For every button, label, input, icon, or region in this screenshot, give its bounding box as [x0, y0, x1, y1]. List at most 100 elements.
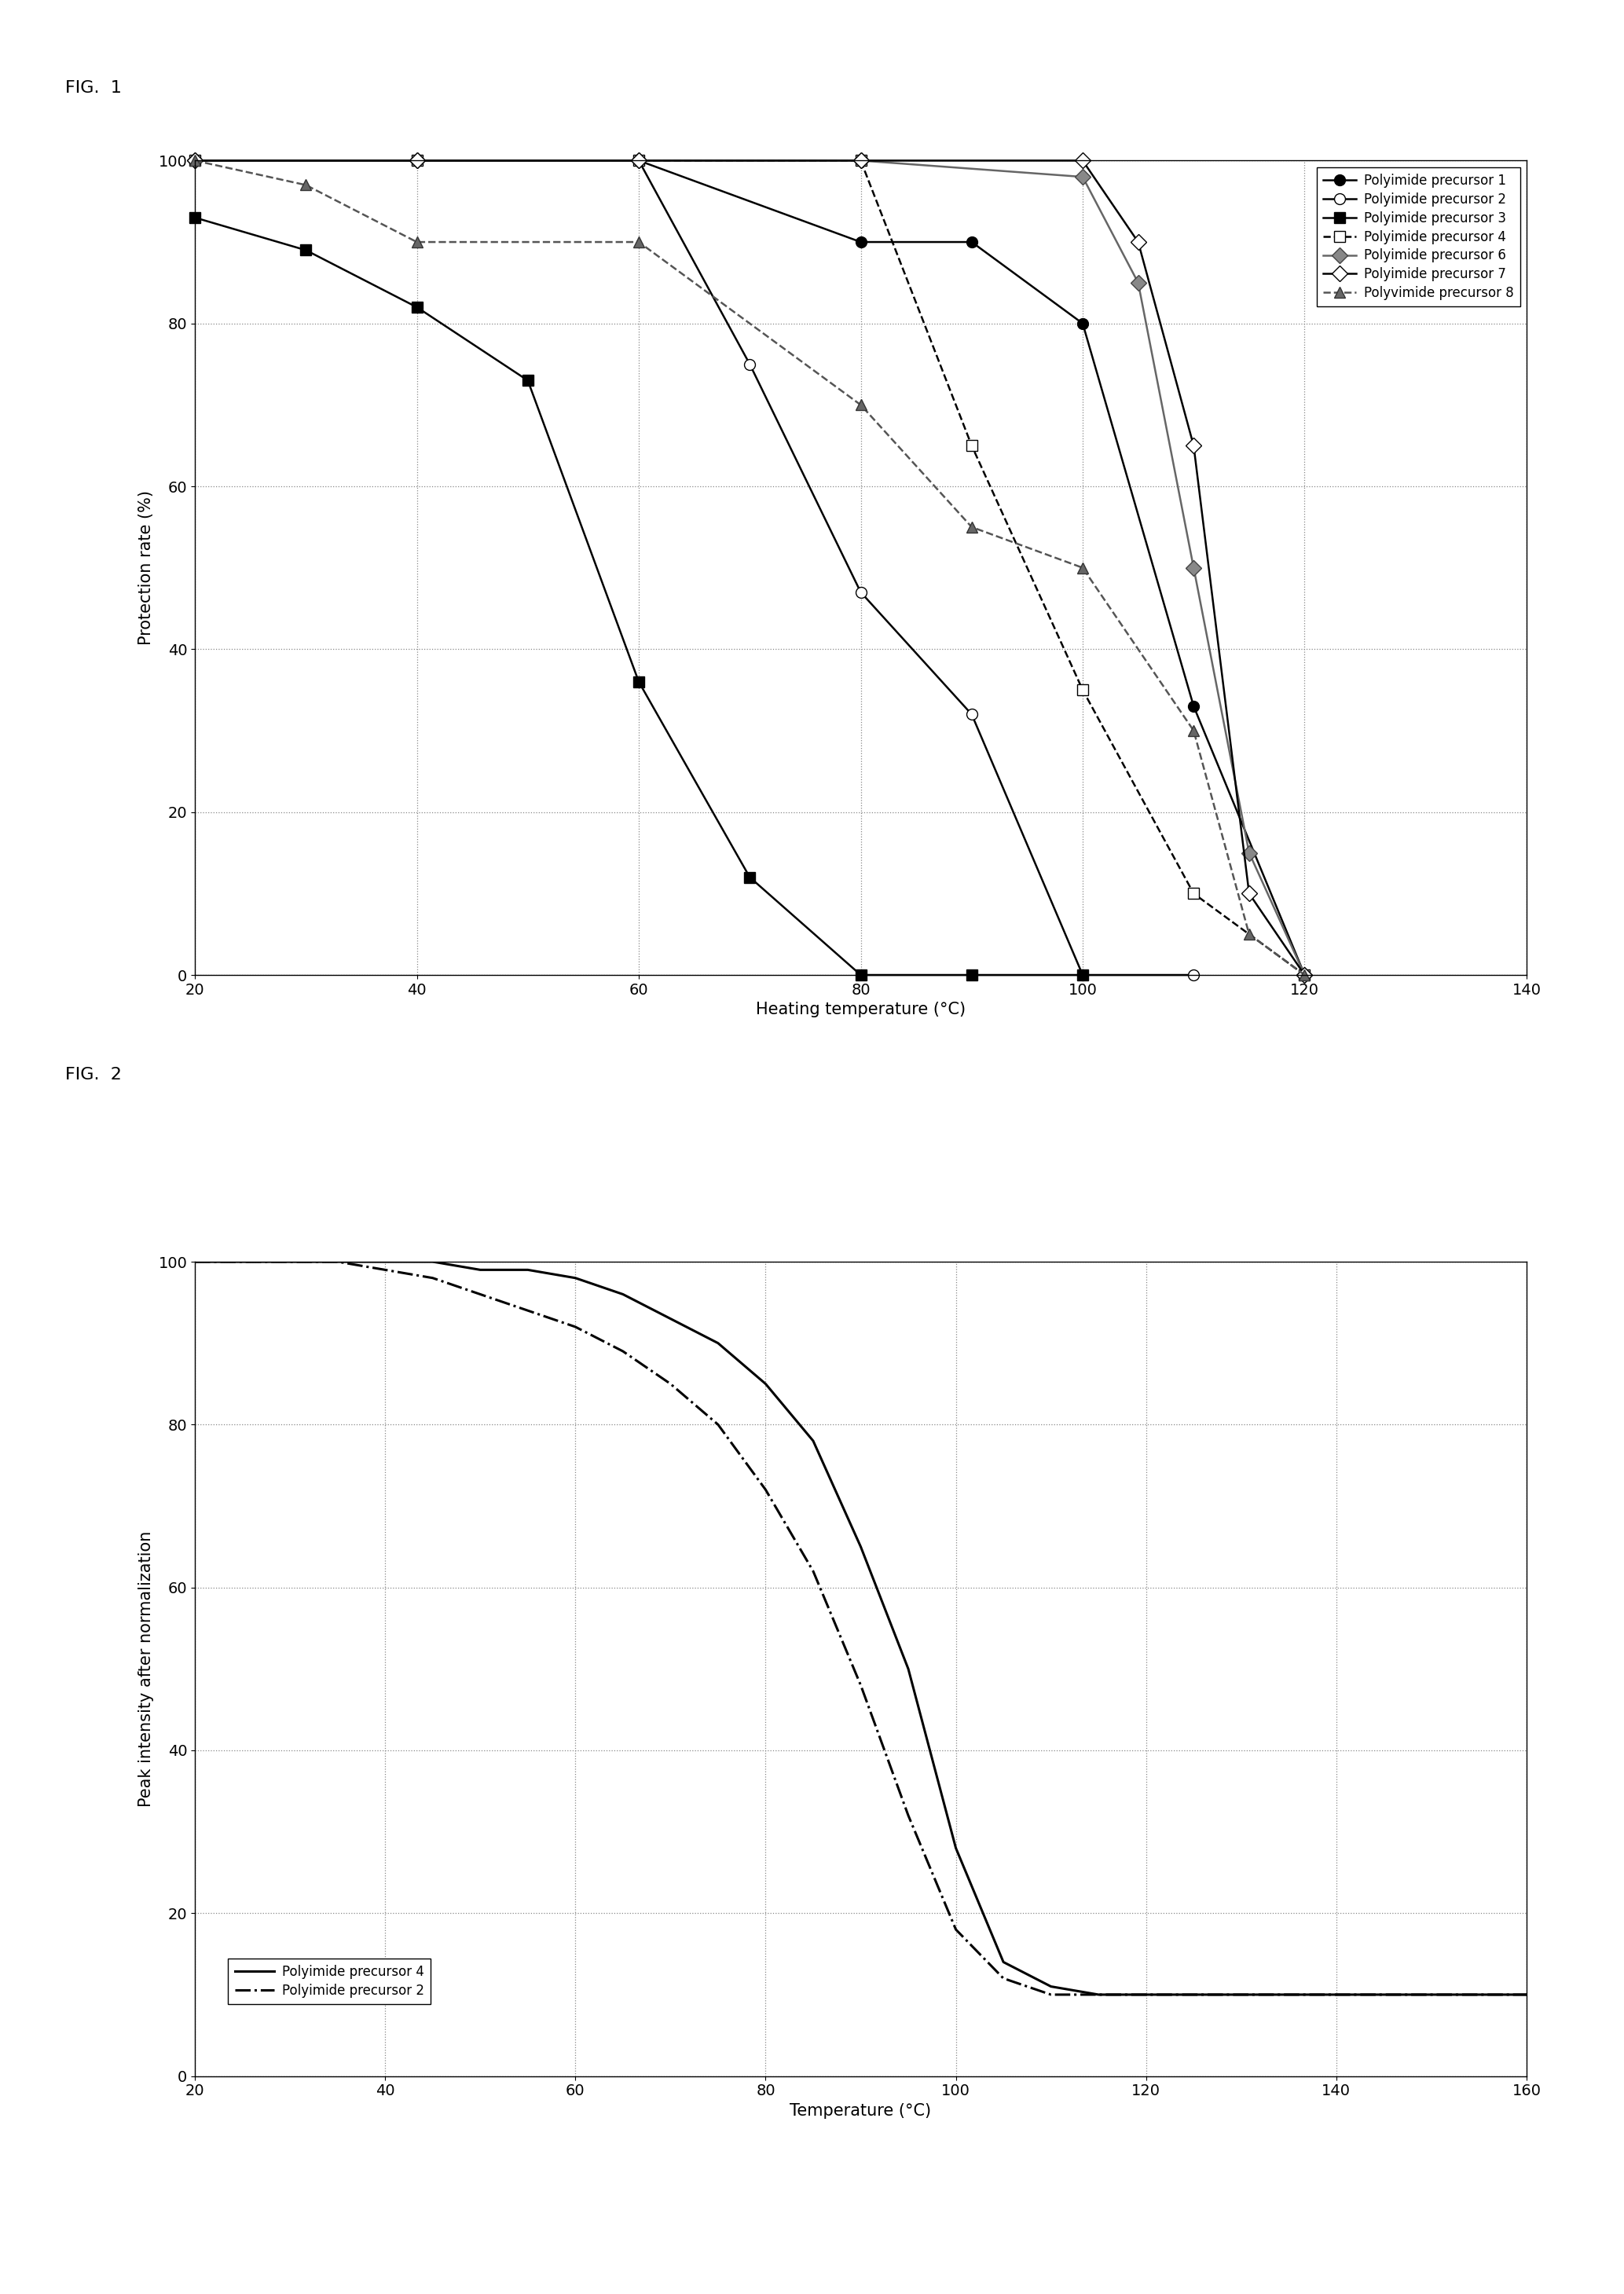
Polyimide precursor 6 — [1073, 163, 1093, 190]
Polyimide precursor 2 — [947, 1915, 966, 1943]
Polyimide precursor 2 — [1073, 961, 1093, 989]
Polyimide precursor 2 — [614, 1337, 633, 1365]
Polyimide precursor 3 — [851, 961, 870, 989]
Polyvimide precursor 8 — [851, 390, 870, 418]
Polyimide precursor 2 — [375, 1257, 395, 1285]
Line: Polyimide precursor 1: Polyimide precursor 1 — [190, 156, 1311, 980]
Polyimide precursor 2 — [804, 1558, 823, 1585]
Polyimide precursor 1 — [961, 227, 981, 255]
X-axis label: Heating temperature (°C): Heating temperature (°C) — [755, 1002, 966, 1019]
Line: Polyimide precursor 4: Polyimide precursor 4 — [195, 1262, 1527, 1996]
Polyimide precursor 3 — [296, 236, 315, 264]
Polyimide precursor 4 — [1137, 1982, 1156, 2010]
Polyvimide precursor 8 — [1294, 961, 1314, 989]
Polyimide precursor 7 — [1294, 961, 1314, 989]
Polyvimide precursor 8 — [961, 514, 981, 541]
Polyimide precursor 1 — [408, 147, 427, 174]
Polyimide precursor 2 — [1327, 1982, 1346, 2010]
Polyimide precursor 2 — [1088, 1982, 1108, 2010]
Text: FIG.  1: FIG. 1 — [65, 80, 122, 96]
Line: Polyimide precursor 7: Polyimide precursor 7 — [190, 156, 1311, 980]
Polyimide precursor 4 — [565, 1264, 585, 1292]
Polyimide precursor 3 — [518, 367, 538, 395]
Polyimide precursor 4 — [947, 1835, 966, 1863]
Polyimide precursor 2 — [851, 1672, 870, 1700]
Polyimide precursor 2 — [628, 147, 648, 174]
Polyimide precursor 4 — [375, 1248, 395, 1275]
Polyvimide precursor 8 — [1239, 920, 1259, 947]
Polyimide precursor 1 — [1073, 310, 1093, 337]
Line: Polyvimide precursor 8: Polyvimide precursor 8 — [190, 156, 1311, 980]
Polyimide precursor 4 — [661, 1305, 680, 1333]
Polyimide precursor 4 — [1231, 1982, 1250, 2010]
Polyimide precursor 2 — [1517, 1982, 1536, 2010]
Polyimide precursor 1 — [1184, 693, 1203, 720]
Polyimide precursor 3 — [628, 668, 648, 695]
Polyimide precursor 4 — [851, 1532, 870, 1560]
Polyimide precursor 2 — [898, 1801, 918, 1828]
Polyimide precursor 4 — [1294, 961, 1314, 989]
Polyimide precursor 2 — [741, 351, 760, 379]
Polyimide precursor 6 — [628, 147, 648, 174]
Polyimide precursor 2 — [1231, 1982, 1250, 2010]
Y-axis label: Protection rate (%): Protection rate (%) — [138, 491, 154, 645]
Polyimide precursor 4 — [628, 147, 648, 174]
Polyimide precursor 2 — [961, 700, 981, 727]
Legend: Polyimide precursor 4, Polyimide precursor 2: Polyimide precursor 4, Polyimide precurs… — [227, 1959, 430, 2005]
Polyimide precursor 4 — [185, 147, 205, 174]
Polyimide precursor 6 — [851, 147, 870, 174]
Polyimide precursor 6 — [1129, 268, 1148, 296]
Polyimide precursor 2 — [185, 147, 205, 174]
Polyimide precursor 3 — [741, 863, 760, 890]
Polyimide precursor 4 — [708, 1331, 728, 1358]
Polyimide precursor 2 — [471, 1280, 490, 1308]
Polyimide precursor 2 — [185, 1248, 205, 1275]
Polyimide precursor 4 — [898, 1656, 918, 1684]
Polyimide precursor 7 — [1073, 147, 1093, 174]
Polyimide precursor 2 — [851, 578, 870, 606]
X-axis label: Temperature (°C): Temperature (°C) — [789, 2104, 932, 2120]
Polyimide precursor 2 — [408, 147, 427, 174]
Polyimide precursor 4 — [1421, 1982, 1440, 2010]
Polyimide precursor 2 — [661, 1370, 680, 1397]
Polyimide precursor 1 — [851, 227, 870, 255]
Polyvimide precursor 8 — [628, 227, 648, 255]
Polyimide precursor 7 — [185, 147, 205, 174]
Polyimide precursor 4 — [994, 1948, 1013, 1975]
Polyimide precursor 4 — [185, 1248, 205, 1275]
Polyimide precursor 6 — [1184, 555, 1203, 583]
Polyimide precursor 7 — [1239, 881, 1259, 908]
Polyimide precursor 7 — [1184, 431, 1203, 459]
Polyimide precursor 3 — [961, 961, 981, 989]
Polyimide precursor 2 — [708, 1411, 728, 1438]
Polyimide precursor 1 — [1294, 961, 1314, 989]
Polyvimide precursor 8 — [296, 172, 315, 200]
Polyimide precursor 2 — [1137, 1982, 1156, 2010]
Polyvimide precursor 8 — [185, 147, 205, 174]
Polyimide precursor 2 — [565, 1312, 585, 1340]
Polyimide precursor 4 — [614, 1280, 633, 1308]
Polyimide precursor 4 — [1041, 1973, 1060, 2000]
Polyimide precursor 2 — [281, 1248, 300, 1275]
Polyimide precursor 4 — [281, 1248, 300, 1275]
Polyimide precursor 7 — [408, 147, 427, 174]
Polyimide precursor 4 — [471, 1257, 490, 1285]
Polyimide precursor 2 — [1184, 961, 1203, 989]
Polyvimide precursor 8 — [408, 227, 427, 255]
Polyimide precursor 6 — [1239, 840, 1259, 867]
Polyimide precursor 2 — [755, 1475, 775, 1503]
Polyimide precursor 3 — [185, 204, 205, 232]
Line: Polyimide precursor 2: Polyimide precursor 2 — [195, 1262, 1527, 1996]
Polyimide precursor 4 — [1073, 677, 1093, 704]
Polyimide precursor 2 — [328, 1248, 348, 1275]
Polyimide precursor 7 — [1129, 227, 1148, 255]
Text: FIG.  2: FIG. 2 — [65, 1067, 122, 1083]
Polyimide precursor 6 — [185, 147, 205, 174]
Polyimide precursor 4 — [1327, 1982, 1346, 2010]
Polyimide precursor 4 — [961, 431, 981, 459]
Polyimide precursor 4 — [1184, 881, 1203, 908]
Polyimide precursor 6 — [1294, 961, 1314, 989]
Polyimide precursor 2 — [422, 1264, 442, 1292]
Polyimide precursor 4 — [755, 1370, 775, 1397]
Polyimide precursor 4 — [408, 147, 427, 174]
